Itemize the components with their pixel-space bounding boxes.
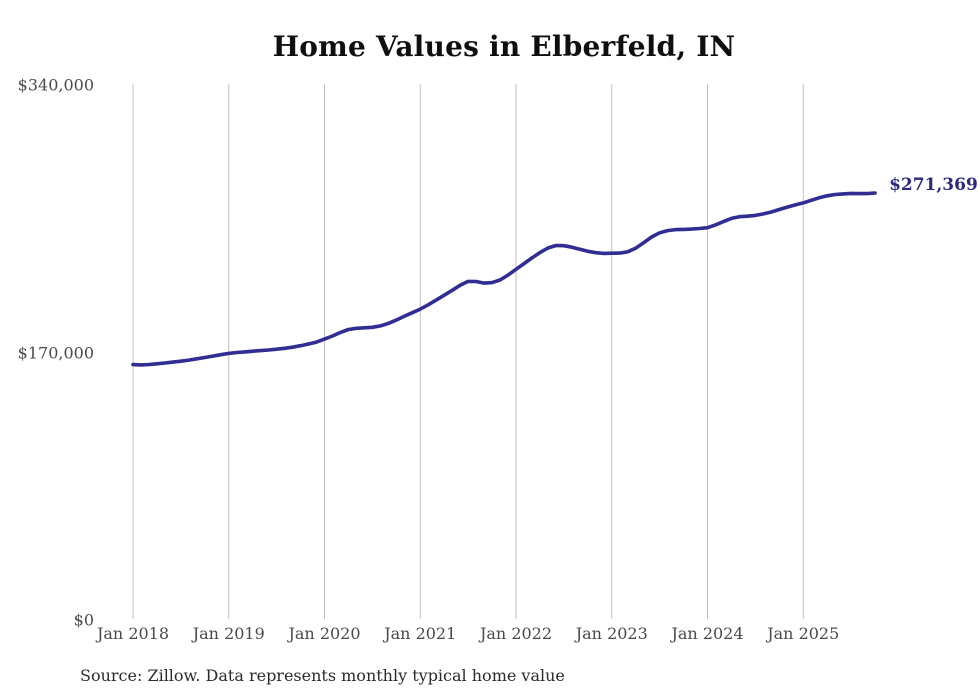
home-value-line bbox=[131, 191, 877, 367]
current-value-label: $271,369 bbox=[889, 174, 978, 195]
chart-title: Home Values in Elberfeld, IN bbox=[272, 30, 736, 63]
x-axis-label: Jan 2019 bbox=[192, 624, 265, 643]
x-axis-label: Jan 2020 bbox=[288, 624, 361, 643]
x-axis-label: Jan 2025 bbox=[767, 624, 840, 643]
y-axis-label: $0 bbox=[73, 610, 94, 630]
y-axis-label: $170,000 bbox=[17, 343, 94, 362]
x-axis-label: Jan 2024 bbox=[671, 624, 744, 643]
source-note: Source: Zillow. Data represents monthly … bbox=[80, 666, 565, 685]
x-axis-label: Jan 2021 bbox=[384, 624, 457, 643]
x-axis-label: Jan 2018 bbox=[96, 624, 170, 643]
x-axis-label: Jan 2022 bbox=[479, 624, 553, 643]
x-axis-label: Jan 2023 bbox=[575, 624, 648, 643]
y-axis-label: $340,000 bbox=[17, 75, 94, 95]
